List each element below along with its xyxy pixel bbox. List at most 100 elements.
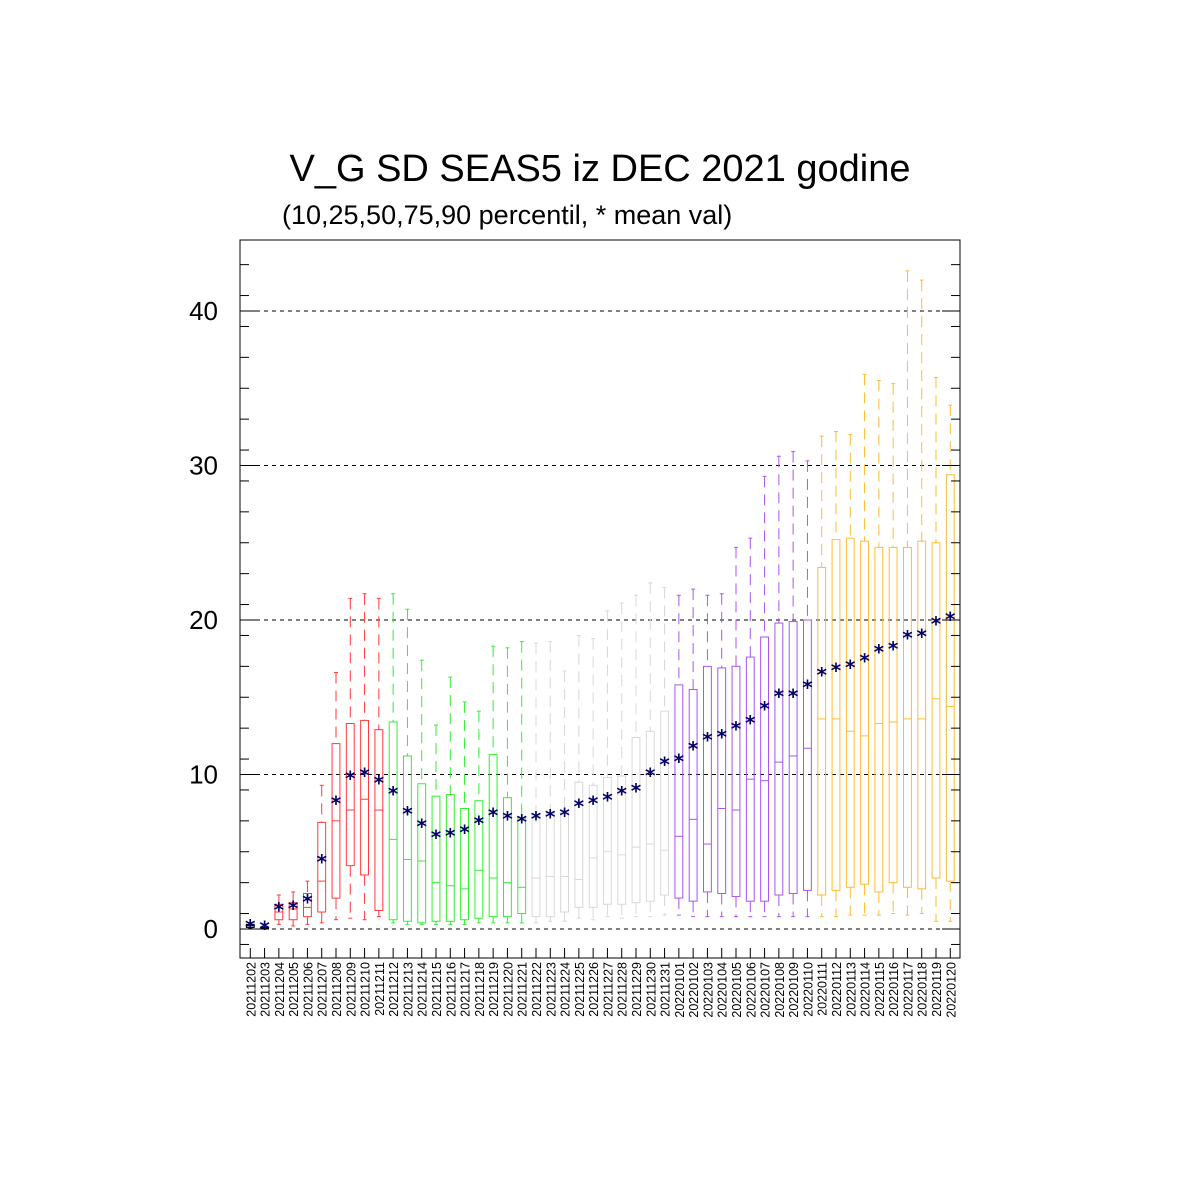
- box-20211213: [403, 608, 412, 925]
- box-iqr: [788, 621, 798, 894]
- box-20220109: [788, 451, 798, 918]
- x-tick-label: 20211226: [587, 962, 601, 1017]
- box-iqr: [360, 719, 369, 876]
- box-20220117: [903, 270, 912, 916]
- x-tick-label: 20211204: [273, 962, 287, 1017]
- box-iqr: [288, 902, 298, 921]
- box-20211224: [560, 670, 570, 922]
- box-iqr: [831, 539, 841, 891]
- x-tick-label: 20220114: [859, 962, 873, 1017]
- box-iqr: [374, 729, 384, 911]
- mean-marker: *: [774, 685, 785, 709]
- box-iqr: [460, 807, 469, 921]
- box-20211206: [303, 880, 312, 925]
- mean-marker: *: [745, 711, 756, 735]
- box-20220113: [845, 434, 855, 916]
- mean-marker: *: [431, 825, 442, 849]
- mean-marker: *: [474, 811, 485, 835]
- mean-marker: *: [845, 655, 856, 679]
- box-iqr: [874, 546, 884, 893]
- chart-title: V_G SD SEAS5 iz DEC 2021 godine: [289, 148, 911, 190]
- x-tick-label: 20211206: [301, 962, 315, 1017]
- x-tick-label: 20211207: [316, 962, 330, 1017]
- box-iqr: [945, 474, 955, 882]
- mean-markers: * ** * **** * * *** * * * * * * * * * * * * * * ** * ** * * * *** * *…: [245, 607, 956, 940]
- x-tick-label: 20211217: [459, 962, 473, 1017]
- x-tick-label: 20220103: [701, 962, 715, 1018]
- box-20211227: [603, 610, 612, 918]
- mean-marker: *: [259, 916, 270, 940]
- x-tick-label: 20211219: [487, 962, 501, 1017]
- x-tick-label: 20211223: [544, 962, 558, 1017]
- box-20211225: [574, 634, 584, 919]
- box-20220104: [717, 593, 727, 918]
- x-tick-label: 20211210: [359, 962, 373, 1017]
- mean-marker: *: [674, 750, 685, 774]
- box-iqr: [631, 736, 641, 904]
- box-iqr: [417, 783, 427, 924]
- x-tick-label: 20211221: [516, 962, 530, 1017]
- plot-frame: [239, 239, 961, 959]
- y-tick-label: 10: [189, 760, 218, 790]
- box-20211207: [317, 784, 327, 924]
- mean-marker: *: [488, 804, 499, 828]
- mean-marker: *: [831, 658, 842, 682]
- mean-marker: *: [688, 737, 699, 761]
- box-iqr: [588, 784, 598, 908]
- box-20211203: [260, 925, 269, 930]
- mean-marker: *: [659, 753, 670, 777]
- x-tick-label: 20211227: [601, 962, 615, 1017]
- box-20220111: [817, 435, 827, 918]
- x-tick-label: 20220120: [944, 962, 958, 1018]
- x-tick-label: 20211224: [559, 962, 573, 1017]
- box-20211204: [274, 894, 284, 925]
- mean-marker: *: [445, 824, 456, 848]
- box-iqr: [545, 812, 555, 918]
- mean-marker: *: [716, 725, 727, 749]
- mean-marker: *: [531, 807, 542, 831]
- mean-marker: *: [916, 624, 927, 648]
- mean-marker: *: [245, 915, 256, 939]
- box-20220102: [688, 588, 698, 918]
- mean-marker: *: [359, 764, 370, 788]
- box-iqr: [660, 710, 670, 896]
- x-tick-label: 20211218: [473, 962, 487, 1017]
- x-tick-label: 20220101: [673, 962, 687, 1018]
- box-20211216: [445, 676, 455, 925]
- x-tick-label: 20211213: [401, 962, 415, 1017]
- mean-marker: *: [645, 764, 656, 788]
- box-20211230: [645, 582, 655, 918]
- mean-marker: *: [759, 697, 770, 721]
- x-tick-label: 20220106: [744, 962, 758, 1018]
- box-iqr: [731, 665, 741, 898]
- box-iqr: [817, 566, 827, 896]
- x-tick-label: 20211222: [530, 962, 544, 1017]
- box-20220103: [703, 594, 712, 918]
- box-iqr: [645, 730, 655, 902]
- box-iqr: [703, 665, 712, 893]
- x-tick-label: 20211203: [259, 962, 273, 1017]
- box-20220108: [774, 455, 784, 918]
- mean-marker: *: [274, 898, 285, 922]
- x-tick-label: 20211225: [573, 962, 587, 1017]
- x-tick-label: 20220118: [916, 962, 930, 1017]
- box-20220107: [760, 475, 770, 918]
- mean-marker: *: [402, 802, 413, 826]
- box-iqr: [503, 797, 512, 918]
- box-20220106: [745, 537, 755, 918]
- box-iqr: [617, 775, 627, 905]
- box-20220112: [831, 431, 841, 918]
- box-20211229: [631, 594, 641, 918]
- mean-marker: *: [416, 814, 427, 838]
- box-iqr: [474, 800, 484, 919]
- box-iqr: [531, 814, 541, 918]
- x-tick-label: 20220102: [687, 962, 701, 1018]
- box-20220116: [888, 383, 898, 915]
- mean-marker: *: [874, 640, 885, 664]
- mean-marker: *: [516, 810, 527, 834]
- box-iqr: [388, 721, 398, 921]
- box-20211208: [331, 672, 341, 921]
- box-20211226: [588, 638, 598, 921]
- mean-marker: *: [602, 788, 613, 812]
- box-iqr: [488, 753, 498, 918]
